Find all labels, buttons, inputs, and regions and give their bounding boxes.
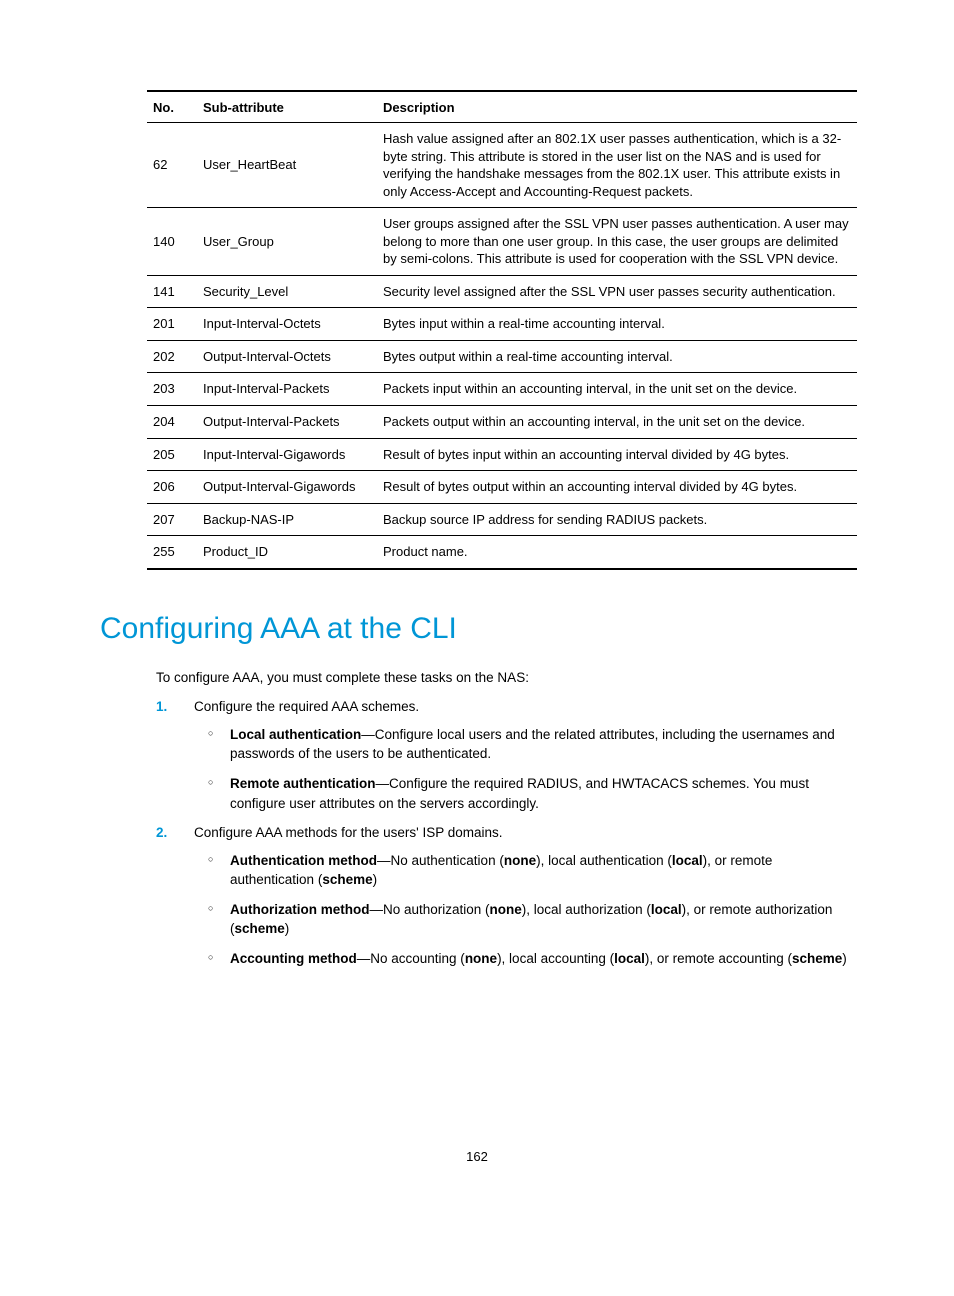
- document-page: No. Sub-attribute Description 62User_Hea…: [0, 0, 954, 1224]
- sub-attribute-table: No. Sub-attribute Description 62User_Hea…: [147, 90, 857, 570]
- table-row: 205Input-Interval-GigawordsResult of byt…: [147, 438, 857, 471]
- cell-description: Result of bytes input within an accounti…: [377, 438, 857, 471]
- bold-term: Authorization method: [230, 902, 369, 917]
- inline-bold: none: [490, 902, 522, 917]
- inline-text: ), or remote accounting (: [645, 951, 792, 966]
- cell-no: 202: [147, 340, 197, 373]
- inline-bold: none: [504, 853, 536, 868]
- cell-description: Bytes input within a real-time accountin…: [377, 308, 857, 341]
- cell-description: Hash value assigned after an 802.1X user…: [377, 123, 857, 208]
- table-row: 201Input-Interval-OctetsBytes input with…: [147, 308, 857, 341]
- table-row: 255Product_IDProduct name.: [147, 536, 857, 569]
- table-row: 62User_HeartBeatHash value assigned afte…: [147, 123, 857, 208]
- cell-description: Packets output within an accounting inte…: [377, 406, 857, 439]
- cell-sub-attribute: Security_Level: [197, 275, 377, 308]
- intro-text: To configure AAA, you must complete thes…: [156, 668, 854, 688]
- cell-description: Product name.: [377, 536, 857, 569]
- bold-term: Remote authentication: [230, 776, 376, 791]
- cell-no: 62: [147, 123, 197, 208]
- cell-sub-attribute: Backup-NAS-IP: [197, 503, 377, 536]
- cell-no: 203: [147, 373, 197, 406]
- cell-description: Security level assigned after the SSL VP…: [377, 275, 857, 308]
- sub-list-item: Authorization method—No authorization (n…: [194, 900, 854, 939]
- section-heading: Configuring AAA at the CLI: [100, 612, 854, 646]
- table-row: 204Output-Interval-PacketsPackets output…: [147, 406, 857, 439]
- col-header-no: No.: [147, 91, 197, 123]
- sub-list-item: Authentication method—No authentication …: [194, 851, 854, 890]
- cell-sub-attribute: Output-Interval-Packets: [197, 406, 377, 439]
- cell-no: 205: [147, 438, 197, 471]
- bold-term: Accounting method: [230, 951, 357, 966]
- cell-sub-attribute: User_Group: [197, 208, 377, 276]
- cell-no: 140: [147, 208, 197, 276]
- cell-description: Result of bytes output within an account…: [377, 471, 857, 504]
- numbered-item: 1. Configure the required AAA schemes. Loc…: [156, 697, 854, 813]
- inline-text: —No accounting (: [357, 951, 465, 966]
- cell-no: 204: [147, 406, 197, 439]
- cell-sub-attribute: Input-Interval-Gigawords: [197, 438, 377, 471]
- sub-list-item: Accounting method—No accounting (none), …: [194, 949, 854, 969]
- cell-no: 141: [147, 275, 197, 308]
- inline-bold: none: [465, 951, 497, 966]
- table-row: 206Output-Interval-GigawordsResult of by…: [147, 471, 857, 504]
- table-row: 207Backup-NAS-IPBackup source IP address…: [147, 503, 857, 536]
- cell-no: 255: [147, 536, 197, 569]
- cell-no: 201: [147, 308, 197, 341]
- sub-list-item: Local authentication—Configure local use…: [194, 725, 854, 764]
- sub-list-item: Remote authentication—Configure the requ…: [194, 774, 854, 813]
- inline-bold: local: [614, 951, 645, 966]
- inline-bold: scheme: [792, 951, 842, 966]
- table-header-row: No. Sub-attribute Description: [147, 91, 857, 123]
- cell-description: Packets input within an accounting inter…: [377, 373, 857, 406]
- numbered-list: 1. Configure the required AAA schemes. Loc…: [156, 697, 854, 968]
- inline-text: ): [285, 921, 290, 936]
- cell-description: Bytes output within a real-time accounti…: [377, 340, 857, 373]
- cell-sub-attribute: User_HeartBeat: [197, 123, 377, 208]
- page-number: 162: [100, 1149, 854, 1164]
- cell-sub-attribute: Output-Interval-Octets: [197, 340, 377, 373]
- inline-bold: scheme: [322, 872, 372, 887]
- cell-sub-attribute: Input-Interval-Octets: [197, 308, 377, 341]
- table-row: 203Input-Interval-PacketsPackets input w…: [147, 373, 857, 406]
- numbered-item: 2. Configure AAA methods for the users' I…: [156, 823, 854, 968]
- bold-term: Local authentication: [230, 727, 361, 742]
- sub-list: Authentication method—No authentication …: [194, 851, 854, 969]
- inline-text: ): [373, 872, 378, 887]
- list-text: Configure the required AAA schemes.: [194, 699, 419, 714]
- col-header-sub: Sub-attribute: [197, 91, 377, 123]
- inline-text: —No authentication (: [377, 853, 504, 868]
- inline-text: —No authorization (: [369, 902, 489, 917]
- cell-description: User groups assigned after the SSL VPN u…: [377, 208, 857, 276]
- cell-sub-attribute: Output-Interval-Gigawords: [197, 471, 377, 504]
- table-row: 141Security_LevelSecurity level assigned…: [147, 275, 857, 308]
- body-content: To configure AAA, you must complete thes…: [156, 668, 854, 969]
- inline-text: ), local accounting (: [497, 951, 614, 966]
- cell-sub-attribute: Product_ID: [197, 536, 377, 569]
- table-row: 140User_GroupUser groups assigned after …: [147, 208, 857, 276]
- sub-list: Local authentication—Configure local use…: [194, 725, 854, 813]
- list-number: 1.: [156, 697, 167, 717]
- list-text: Configure AAA methods for the users' ISP…: [194, 825, 503, 840]
- cell-description: Backup source IP address for sending RAD…: [377, 503, 857, 536]
- inline-bold: scheme: [235, 921, 285, 936]
- col-header-desc: Description: [377, 91, 857, 123]
- inline-text: ), local authorization (: [522, 902, 651, 917]
- inline-text: ): [842, 951, 847, 966]
- cell-no: 207: [147, 503, 197, 536]
- cell-no: 206: [147, 471, 197, 504]
- list-number: 2.: [156, 823, 167, 843]
- bold-term: Authentication method: [230, 853, 377, 868]
- cell-sub-attribute: Input-Interval-Packets: [197, 373, 377, 406]
- table-row: 202Output-Interval-OctetsBytes output wi…: [147, 340, 857, 373]
- inline-bold: local: [651, 902, 682, 917]
- inline-bold: local: [672, 853, 703, 868]
- inline-text: ), local authentication (: [536, 853, 672, 868]
